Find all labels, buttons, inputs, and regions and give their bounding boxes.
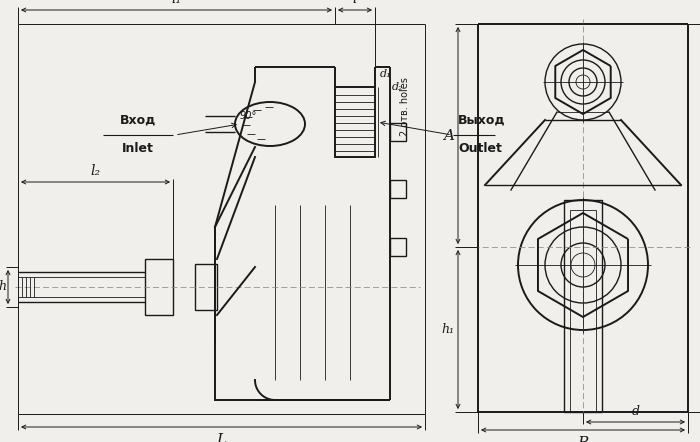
Bar [570,210,596,412]
Text: Вход: Вход [120,114,156,127]
Text: Outlet: Outlet [458,142,502,155]
Text: l₂: l₂ [90,164,101,178]
Text: Выход: Выход [458,114,505,127]
Text: l₁: l₁ [172,0,181,6]
Text: 90°: 90° [239,111,257,121]
Bar [390,238,406,256]
Bar [390,123,406,141]
Bar [390,180,406,198]
Text: d₁: d₁ [380,69,391,79]
Bar [335,87,375,157]
Text: B: B [578,436,589,442]
Bar [195,264,217,310]
Text: l: l [353,0,357,6]
Text: h₁: h₁ [441,323,454,336]
Text: h: h [0,281,6,293]
Text: A: A [443,129,454,142]
Text: d: d [631,405,640,418]
Text: L: L [216,433,227,442]
Bar [564,200,602,412]
Text: d₂: d₂ [392,82,404,92]
Text: 2 отв. holes: 2 отв. holes [400,77,410,137]
Bar [145,259,173,315]
Text: Inlet: Inlet [122,142,154,155]
